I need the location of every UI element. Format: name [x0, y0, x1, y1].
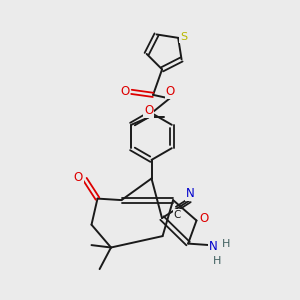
- Text: H: H: [213, 256, 221, 266]
- Text: O: O: [144, 104, 153, 117]
- Text: O: O: [74, 171, 83, 184]
- Text: C: C: [173, 210, 181, 220]
- Text: O: O: [120, 85, 130, 98]
- Text: S: S: [180, 32, 187, 42]
- Text: O: O: [166, 85, 175, 98]
- Text: O: O: [200, 212, 208, 226]
- Text: H: H: [222, 238, 230, 249]
- Text: N: N: [209, 240, 218, 253]
- Text: N: N: [186, 187, 195, 200]
